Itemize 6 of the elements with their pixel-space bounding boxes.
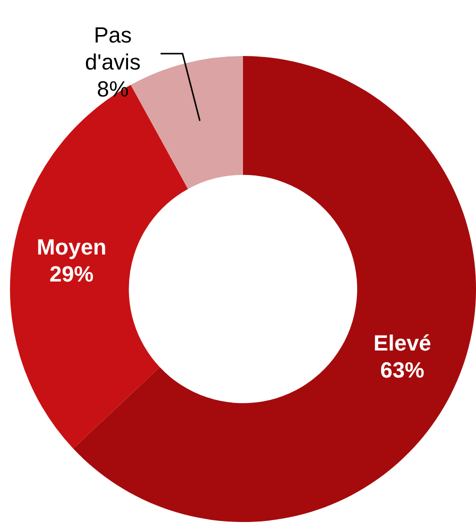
slice-label: Pas d'avis (85, 22, 141, 75)
slice-label: Elevé (374, 330, 432, 356)
data-label: 63% (380, 358, 424, 382)
data-label: 8% (96, 76, 129, 102)
slice-label: Moyen (36, 234, 106, 260)
data-label: 29% (50, 261, 94, 286)
